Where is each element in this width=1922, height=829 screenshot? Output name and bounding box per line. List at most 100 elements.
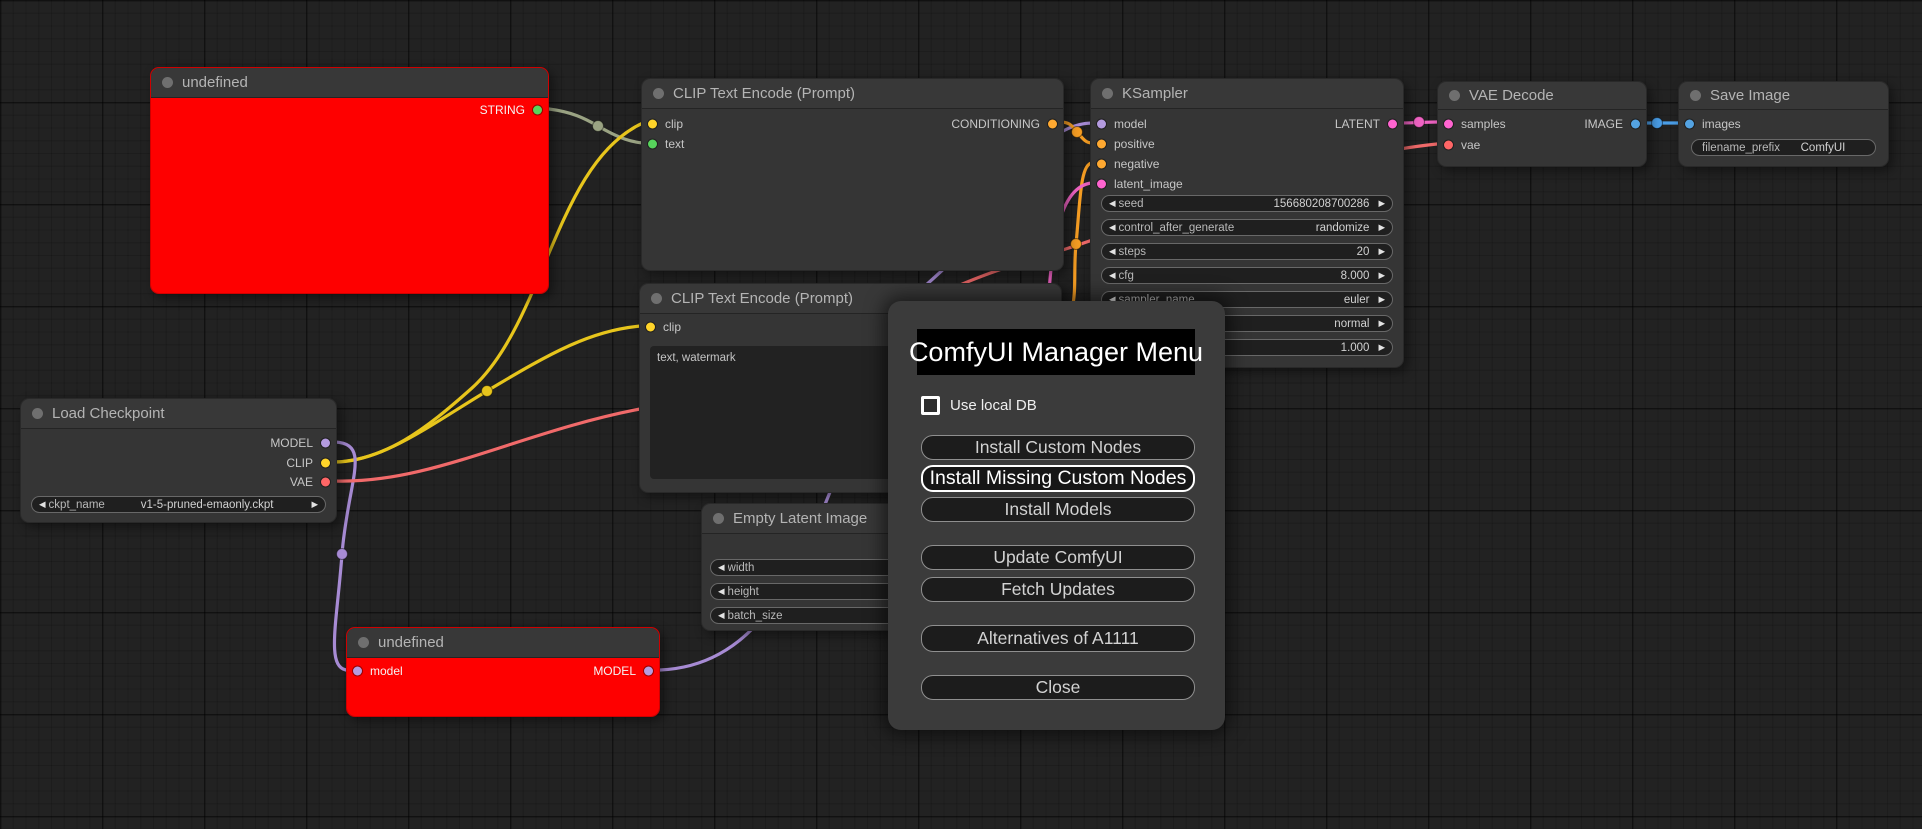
widget-steps[interactable]: steps 20 [1101, 243, 1393, 260]
input-model[interactable]: model [347, 661, 403, 681]
output-string[interactable]: STRING [480, 100, 548, 120]
checkbox-label: Use local DB [950, 397, 1037, 414]
node-title: undefined [378, 634, 444, 651]
node-title: CLIP Text Encode (Prompt) [673, 85, 856, 102]
node-ksampler[interactable]: KSampler model positive negative latent_… [1090, 78, 1404, 368]
output-model[interactable]: MODEL [270, 433, 336, 453]
increment-arrow-icon[interactable] [1378, 243, 1385, 260]
input-model[interactable]: model [1091, 114, 1147, 134]
widget-filename-prefix[interactable]: filename_prefix ComfyUI [1691, 139, 1876, 156]
node-title-bar[interactable]: Save Image [1679, 82, 1888, 110]
decrement-arrow-icon[interactable] [1109, 195, 1116, 212]
checkbox-icon[interactable] [921, 396, 940, 415]
increment-arrow-icon[interactable] [1378, 267, 1385, 284]
increment-arrow-icon[interactable] [311, 496, 318, 513]
increment-arrow-icon[interactable] [1378, 291, 1385, 308]
output-model[interactable]: MODEL [593, 661, 659, 681]
latent-port-icon[interactable] [1097, 179, 1106, 189]
link-midpoint[interactable] [481, 385, 493, 397]
node-title-bar[interactable]: undefined [347, 628, 659, 658]
input-vae[interactable]: vae [1438, 135, 1480, 155]
node-title: undefined [182, 74, 248, 91]
vae-port-icon[interactable] [321, 477, 330, 487]
node-title-bar[interactable]: CLIP Text Encode (Prompt) [642, 79, 1063, 109]
node-status-dot-icon [1449, 90, 1460, 101]
conditioning-port-icon[interactable] [1097, 139, 1106, 149]
output-vae[interactable]: VAE [290, 472, 336, 492]
output-conditioning[interactable]: CONDITIONING [951, 114, 1063, 134]
widget-control-after-generate[interactable]: control_after_generate randomize [1101, 219, 1393, 236]
node-save-image[interactable]: Save Image images filename_prefix ComfyU… [1678, 81, 1889, 167]
input-images[interactable]: images [1679, 114, 1741, 134]
input-clip[interactable]: clip [640, 317, 681, 337]
widget-cfg[interactable]: cfg 8.000 [1101, 267, 1393, 284]
clip-port-icon[interactable] [321, 458, 330, 468]
install-custom-nodes-button[interactable]: Install Custom Nodes [921, 435, 1195, 460]
node-title-bar[interactable]: Load Checkpoint [21, 399, 336, 429]
image-port-icon[interactable] [1685, 119, 1694, 129]
increment-arrow-icon[interactable] [1378, 339, 1385, 356]
model-port-icon[interactable] [353, 666, 362, 676]
decrement-arrow-icon[interactable] [1109, 243, 1116, 260]
node-clip-text-encode-1[interactable]: CLIP Text Encode (Prompt) clip text COND… [641, 78, 1064, 271]
latent-port-icon[interactable] [1388, 119, 1397, 129]
output-latent[interactable]: LATENT [1335, 114, 1403, 134]
node-title-bar[interactable]: VAE Decode [1438, 82, 1646, 110]
node-title-bar[interactable]: undefined [151, 68, 548, 98]
conditioning-port-icon[interactable] [1048, 119, 1057, 129]
node-title: VAE Decode [1469, 87, 1554, 104]
clip-port-icon[interactable] [648, 119, 657, 129]
input-clip[interactable]: clip [642, 114, 683, 134]
vae-port-icon[interactable] [1444, 140, 1453, 150]
text-port-icon[interactable] [648, 139, 657, 149]
increment-arrow-icon[interactable] [1378, 315, 1385, 332]
node-title-bar[interactable]: KSampler [1091, 79, 1403, 109]
decrement-arrow-icon[interactable] [718, 559, 725, 576]
node-title: KSampler [1122, 85, 1188, 102]
increment-arrow-icon[interactable] [1378, 219, 1385, 236]
link-midpoint[interactable] [1070, 238, 1082, 250]
use-local-db-row[interactable]: Use local DB [921, 396, 1037, 415]
clip-port-icon[interactable] [646, 322, 655, 332]
model-port-icon[interactable] [644, 666, 653, 676]
link-midpoint[interactable] [1413, 116, 1425, 128]
latent-port-icon[interactable] [1444, 119, 1453, 129]
node-title-bar[interactable]: CLIP Text Encode (Prompt) [640, 284, 1061, 314]
install-models-button[interactable]: Install Models [921, 497, 1195, 522]
output-clip[interactable]: CLIP [286, 453, 336, 473]
image-port-icon[interactable] [1631, 119, 1640, 129]
widget-seed[interactable]: seed 156680208700286 [1101, 195, 1393, 212]
decrement-arrow-icon[interactable] [1109, 219, 1116, 236]
link-midpoint[interactable] [1071, 126, 1083, 138]
input-latent-image[interactable]: latent_image [1091, 174, 1183, 194]
widget-ckpt-name[interactable]: ckpt_name v1-5-pruned-emaonly.ckpt [31, 496, 326, 513]
close-button[interactable]: Close [921, 675, 1195, 700]
link-midpoint[interactable] [1651, 117, 1663, 129]
decrement-arrow-icon[interactable] [718, 583, 725, 600]
node-undefined-bottom[interactable]: undefined model MODEL [346, 627, 660, 717]
node-vae-decode[interactable]: VAE Decode samples vae IMAGE [1437, 81, 1647, 167]
link-midpoint[interactable] [592, 120, 604, 132]
alternatives-of-a1111-button[interactable]: Alternatives of A1111 [921, 625, 1195, 652]
output-image[interactable]: IMAGE [1584, 114, 1646, 134]
link-midpoint[interactable] [336, 548, 348, 560]
conditioning-port-icon[interactable] [1097, 159, 1106, 169]
input-negative[interactable]: negative [1091, 154, 1159, 174]
decrement-arrow-icon[interactable] [1109, 267, 1116, 284]
node-undefined-top[interactable]: undefined STRING [150, 67, 549, 294]
input-text[interactable]: text [642, 134, 684, 154]
model-port-icon[interactable] [321, 438, 330, 448]
decrement-arrow-icon[interactable] [39, 496, 46, 513]
increment-arrow-icon[interactable] [1378, 195, 1385, 212]
node-body [151, 98, 548, 293]
model-port-icon[interactable] [1097, 119, 1106, 129]
input-samples[interactable]: samples [1438, 114, 1506, 134]
install-missing-custom-nodes-button[interactable]: Install Missing Custom Nodes [921, 465, 1195, 492]
string-port-icon[interactable] [533, 105, 542, 115]
decrement-arrow-icon[interactable] [718, 607, 725, 624]
input-positive[interactable]: positive [1091, 134, 1155, 154]
update-comfyui-button[interactable]: Update ComfyUI [921, 545, 1195, 570]
fetch-updates-button[interactable]: Fetch Updates [921, 577, 1195, 602]
node-load-checkpoint[interactable]: Load Checkpoint MODEL CLIP VAE ckpt_name… [20, 398, 337, 523]
